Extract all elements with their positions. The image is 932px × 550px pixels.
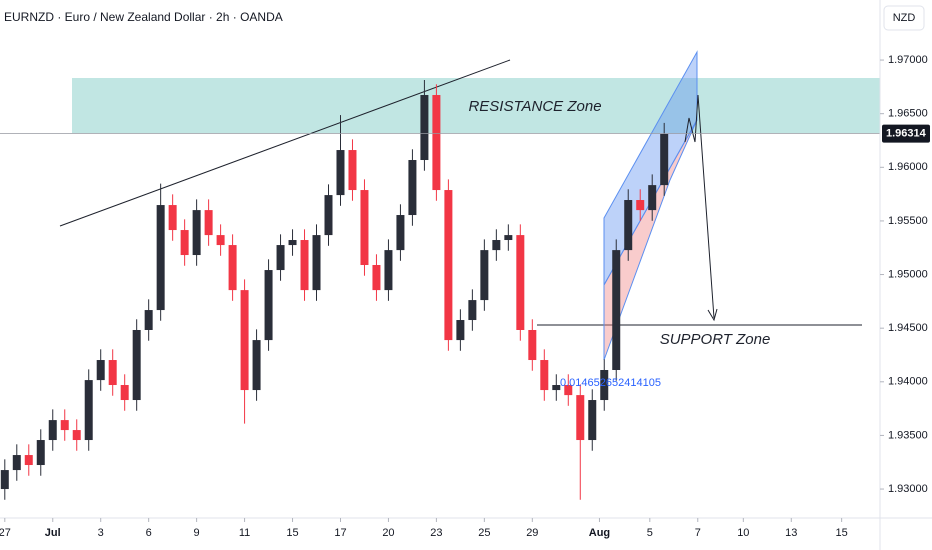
y-tick-label: 1.94500 bbox=[888, 322, 928, 334]
y-tick-label: 1.95500 bbox=[888, 215, 928, 227]
candle-body bbox=[576, 395, 585, 441]
candle-body bbox=[84, 380, 93, 441]
candle-body bbox=[240, 290, 249, 391]
candle-body bbox=[468, 300, 477, 321]
x-tick-label: 23 bbox=[430, 527, 442, 539]
y-tick-label: 1.93000 bbox=[888, 483, 928, 495]
x-tick-label: 13 bbox=[785, 527, 797, 539]
x-tick-label: 29 bbox=[526, 527, 538, 539]
candle-body bbox=[120, 385, 129, 401]
candle-body bbox=[396, 215, 405, 251]
candle-body bbox=[60, 420, 69, 431]
trend-line bbox=[59, 59, 511, 227]
x-tick-label: 7 bbox=[695, 527, 701, 539]
x-tick-label: 15 bbox=[286, 527, 298, 539]
candle-body bbox=[552, 385, 561, 391]
candle-body bbox=[600, 370, 609, 401]
candle-body bbox=[612, 250, 621, 370]
x-tick-label: 15 bbox=[836, 527, 848, 539]
x-tick-label: 20 bbox=[382, 527, 394, 539]
x-tick-label: 5 bbox=[647, 527, 653, 539]
candle-body bbox=[336, 150, 345, 196]
candle-body bbox=[288, 240, 297, 246]
candle-body bbox=[168, 205, 177, 231]
candle-body bbox=[312, 235, 321, 291]
x-tick-label: 17 bbox=[334, 527, 346, 539]
candle-body bbox=[648, 185, 657, 211]
candle-body bbox=[192, 210, 201, 256]
candle-body bbox=[564, 385, 573, 396]
candle-body bbox=[180, 230, 189, 256]
candle-body bbox=[636, 200, 645, 211]
y-tick-label: 1.94000 bbox=[888, 376, 928, 388]
candle-body bbox=[444, 190, 453, 341]
candle-body bbox=[216, 235, 225, 246]
measure-label: 0.014652652414105 bbox=[560, 377, 661, 389]
last-price-label: 1.96314 bbox=[886, 128, 927, 140]
x-tick-label: 27 bbox=[0, 527, 11, 539]
candle-body bbox=[36, 440, 45, 466]
x-tick-label: 3 bbox=[98, 527, 104, 539]
candle-body bbox=[456, 320, 465, 341]
candle-body bbox=[492, 240, 501, 251]
x-tick-label: 9 bbox=[194, 527, 200, 539]
y-tick-label: 1.96500 bbox=[888, 108, 928, 120]
plot bbox=[0, 80, 880, 500]
resistance-zone bbox=[72, 78, 880, 133]
candle-body bbox=[264, 270, 273, 341]
y-tick-label: 1.93500 bbox=[888, 429, 928, 441]
candle-body bbox=[432, 95, 441, 191]
x-tick-label: 11 bbox=[239, 527, 250, 539]
candle-body bbox=[660, 133, 669, 186]
candle-body bbox=[48, 420, 57, 441]
support-label: SUPPORT Zone bbox=[660, 331, 771, 348]
candle-body bbox=[228, 245, 237, 291]
currency-box bbox=[883, 5, 925, 31]
candle-body bbox=[0, 470, 9, 490]
candle-body bbox=[24, 455, 33, 466]
candle-body bbox=[72, 430, 81, 441]
candle-body bbox=[300, 240, 309, 291]
x-tick-label: 10 bbox=[737, 527, 749, 539]
y-tick-label: 1.96000 bbox=[888, 161, 928, 173]
x-tick-label: 25 bbox=[478, 527, 490, 539]
candle-body bbox=[348, 150, 357, 191]
candle-body bbox=[360, 190, 369, 266]
candle-body bbox=[252, 340, 261, 391]
candle-body bbox=[276, 245, 285, 271]
candle-body bbox=[528, 329, 537, 361]
currency: NZD bbox=[893, 12, 916, 24]
y-tick-label: 1.95000 bbox=[888, 268, 928, 280]
x-tick-label: Jul bbox=[45, 527, 61, 539]
last-price-box bbox=[882, 124, 930, 143]
candle-body bbox=[108, 360, 117, 386]
candle-body bbox=[624, 200, 633, 251]
candle-body bbox=[144, 310, 153, 330]
candle-body bbox=[204, 210, 213, 236]
y-tick-label: 1.97000 bbox=[888, 54, 928, 66]
candle-body bbox=[516, 235, 525, 330]
candle-body bbox=[384, 250, 393, 291]
x-tick-label: Aug bbox=[589, 527, 610, 539]
x-tick-label: 6 bbox=[146, 527, 152, 539]
candle-body bbox=[408, 160, 417, 216]
projection-arrow bbox=[684, 94, 715, 319]
candle-body bbox=[132, 329, 141, 401]
candle-body bbox=[12, 455, 21, 471]
candle-body bbox=[372, 265, 381, 291]
candle-body bbox=[480, 250, 489, 301]
candle-body bbox=[420, 95, 429, 161]
chart-title: EURNZD · Euro / New Zealand Dollar · 2h … bbox=[4, 10, 283, 24]
arrow-head bbox=[707, 308, 718, 322]
candle-body bbox=[540, 360, 549, 391]
candle-body bbox=[96, 360, 105, 381]
candle-body bbox=[504, 235, 513, 241]
candle-body bbox=[156, 205, 165, 311]
resistance-label: RESISTANCE Zone bbox=[468, 98, 601, 115]
candle-body bbox=[324, 195, 333, 236]
candle-body bbox=[588, 400, 597, 441]
